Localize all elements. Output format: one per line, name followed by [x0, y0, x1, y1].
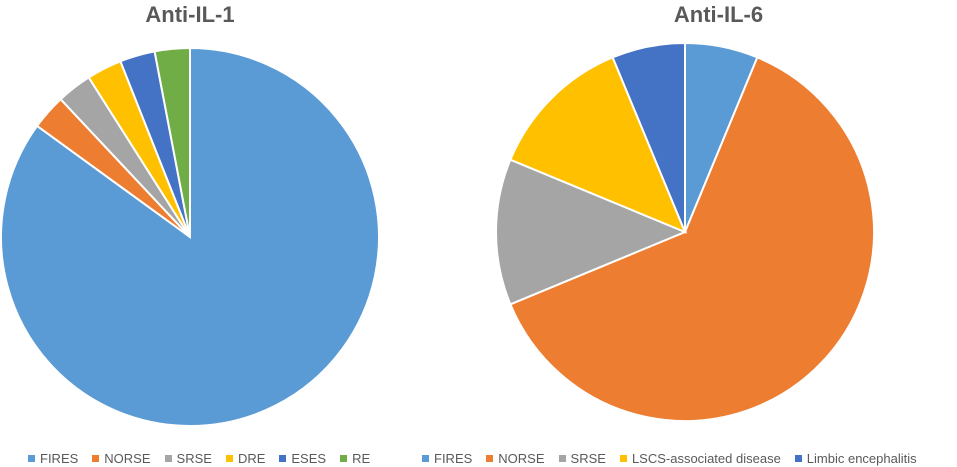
pie-slice-srse — [495, 158, 688, 306]
legend-swatch — [28, 454, 35, 462]
legend-item-limbic-encephalitis: Limbic encephalitis — [794, 450, 917, 466]
pie-chart — [495, 41, 875, 422]
chart-title: Anti-IL-1 — [145, 2, 235, 27]
legend-label: FIRES — [40, 450, 79, 466]
legend-swatch — [92, 454, 100, 462]
legend-label: SRSE — [570, 450, 606, 466]
legend-item-re: RE — [340, 451, 370, 466]
legend-item-lscs-associated-disease: LSCS-associated disease — [619, 450, 781, 466]
legend-swatch — [619, 454, 627, 462]
legend-swatch — [794, 454, 802, 462]
legend-label: SRSE — [176, 450, 212, 466]
legend-item-fires: FIRES — [28, 451, 78, 466]
chart-anti-il-1: Anti-IL-1 FIRES NORSE SRSE DRE ESES RE — [0, 0, 380, 466]
legend-label: ESES — [291, 450, 327, 466]
legend-label: RE — [352, 450, 371, 466]
pie-slice-limbic-encephalitis — [611, 41, 686, 233]
legend-item-eses: ESES — [279, 451, 326, 466]
legend-item-srse: SRSE — [558, 450, 606, 466]
legend-item-fires: FIRES — [422, 451, 472, 466]
legend-label: FIRES — [434, 450, 473, 466]
legend-swatch — [486, 454, 494, 462]
chart-anti-il-6: Anti-IL-6 FIRES NORSE SRSE LSCS-associated … — [422, 0, 957, 466]
legend-item-norse: NORSE — [486, 450, 545, 466]
legend-label: DRE — [237, 450, 266, 466]
legend-item-norse: NORSE — [92, 450, 151, 466]
legend-swatch — [340, 454, 348, 462]
pie-slice-norse — [509, 56, 875, 422]
legend-label: NORSE — [104, 450, 151, 466]
legend-item-srse: SRSE — [164, 450, 212, 466]
pie-chart — [0, 46, 380, 427]
legend-swatch — [279, 454, 287, 462]
legend-swatch — [225, 454, 233, 462]
legend-item-dre: DRE — [225, 450, 266, 466]
chart-legend: FIRES NORSE SRSE LSCS-associated disease Lim… — [422, 449, 931, 467]
pie-slice-re — [153, 46, 191, 238]
chart-title: Anti-IL-6 — [673, 2, 764, 27]
legend-swatch — [558, 454, 566, 462]
legend-swatch — [422, 454, 429, 462]
legend-label: NORSE — [498, 450, 545, 466]
legend-swatch — [164, 454, 172, 462]
legend-label: Limbic encephalitis — [806, 450, 917, 466]
chart-legend: FIRES NORSE SRSE DRE ESES RE — [28, 449, 384, 467]
pie-slice-lscs-associated-disease — [509, 56, 687, 234]
legend-label: LSCS-associated disease — [631, 450, 781, 466]
